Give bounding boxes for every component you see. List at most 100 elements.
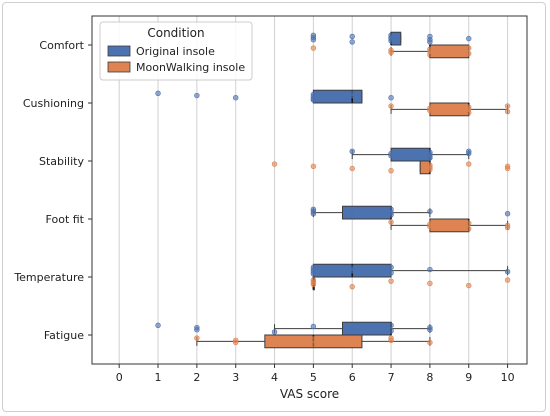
x-tick-label: 8 <box>426 371 433 384</box>
legend: Condition Original insole MoonWalking ins… <box>99 21 253 81</box>
y-tick-label: Comfort <box>39 39 84 52</box>
data-point <box>388 206 394 213</box>
data-point <box>388 153 394 159</box>
data-point <box>504 277 511 283</box>
data-point <box>466 50 472 57</box>
data-point <box>155 322 161 329</box>
data-point <box>349 148 355 155</box>
x-tick-label: 3 <box>232 371 239 384</box>
data-point <box>504 165 511 172</box>
data-point <box>427 339 433 346</box>
data-point <box>388 49 394 56</box>
x-tick-label: 9 <box>465 371 472 384</box>
data-point <box>310 37 317 43</box>
data-point <box>504 211 511 217</box>
legend-swatch <box>107 61 131 73</box>
data-point <box>466 150 472 157</box>
legend-label: Original insole <box>136 45 215 58</box>
data-point <box>388 270 394 276</box>
data-point <box>504 103 511 109</box>
data-point <box>310 341 317 348</box>
data-point <box>427 107 433 114</box>
data-point <box>427 48 433 55</box>
data-point <box>233 339 239 346</box>
data-point <box>388 219 394 225</box>
data-point <box>233 95 239 101</box>
data-point <box>310 281 317 288</box>
data-point <box>466 161 472 167</box>
data-point <box>349 283 355 290</box>
x-axis-title: VAS score <box>280 387 339 401</box>
data-point <box>310 271 317 277</box>
data-point <box>310 211 317 217</box>
data-point <box>388 95 394 101</box>
data-point <box>466 106 472 113</box>
y-tick-label: Fatigue <box>44 329 84 342</box>
data-point <box>194 327 200 333</box>
y-tick-label: Cushioning <box>23 97 84 110</box>
data-point <box>349 267 355 274</box>
data-point <box>271 329 278 335</box>
data-point <box>310 96 317 102</box>
data-point <box>349 39 355 45</box>
data-point <box>388 264 394 271</box>
data-point <box>194 335 200 341</box>
data-point <box>427 39 433 45</box>
data-point <box>388 212 394 218</box>
point-layer <box>155 32 511 348</box>
data-point <box>194 92 200 99</box>
data-point <box>271 161 278 167</box>
data-point <box>388 34 394 41</box>
data-point <box>466 35 472 42</box>
data-point <box>427 166 433 173</box>
data-point <box>155 90 161 97</box>
y-tick-label: Temperature <box>13 271 84 284</box>
data-point <box>427 280 433 287</box>
data-point <box>466 45 472 51</box>
data-point <box>427 223 433 230</box>
legend-swatch <box>107 45 131 57</box>
data-point <box>504 108 511 115</box>
box <box>429 218 470 233</box>
x-tick-label: 0 <box>116 371 123 384</box>
data-point <box>349 213 355 219</box>
box <box>429 102 470 117</box>
data-point <box>310 45 317 51</box>
data-point <box>504 269 511 275</box>
data-point <box>349 33 355 40</box>
data-point <box>388 322 394 329</box>
data-point <box>388 328 394 334</box>
x-tick-label: 4 <box>271 371 278 384</box>
x-tick-label: 7 <box>388 371 395 384</box>
data-point <box>466 282 472 289</box>
data-point <box>388 278 394 284</box>
data-point <box>427 327 433 333</box>
data-point <box>427 154 433 160</box>
legend-label: MoonWalking insole <box>136 61 245 74</box>
data-point <box>427 33 433 40</box>
data-point <box>388 167 394 174</box>
data-point <box>466 225 472 232</box>
data-point <box>388 337 394 343</box>
plot-area <box>91 15 528 365</box>
box <box>390 147 431 162</box>
y-tick-label: Foot fit <box>46 213 85 226</box>
box <box>429 44 470 59</box>
axis-layer: 0 1 2 3 4 5 6 7 8 9 10 Comfort Cushioning Stability Fo… <box>13 39 514 384</box>
data-point <box>349 165 355 172</box>
x-tick-label: 1 <box>155 371 162 384</box>
data-point <box>349 325 355 332</box>
x-tick-label: 6 <box>349 371 356 384</box>
y-tick-label: Stability <box>39 155 85 168</box>
legend-title: Condition <box>147 26 204 40</box>
x-tick-label: 2 <box>193 371 200 384</box>
data-point <box>427 266 433 273</box>
data-point <box>310 163 317 169</box>
data-point <box>504 224 511 231</box>
data-point <box>310 323 317 330</box>
data-point <box>388 103 394 109</box>
x-tick-label: 10 <box>501 371 515 384</box>
data-point <box>349 207 355 214</box>
data-point <box>349 340 355 347</box>
legend-box <box>99 21 253 81</box>
